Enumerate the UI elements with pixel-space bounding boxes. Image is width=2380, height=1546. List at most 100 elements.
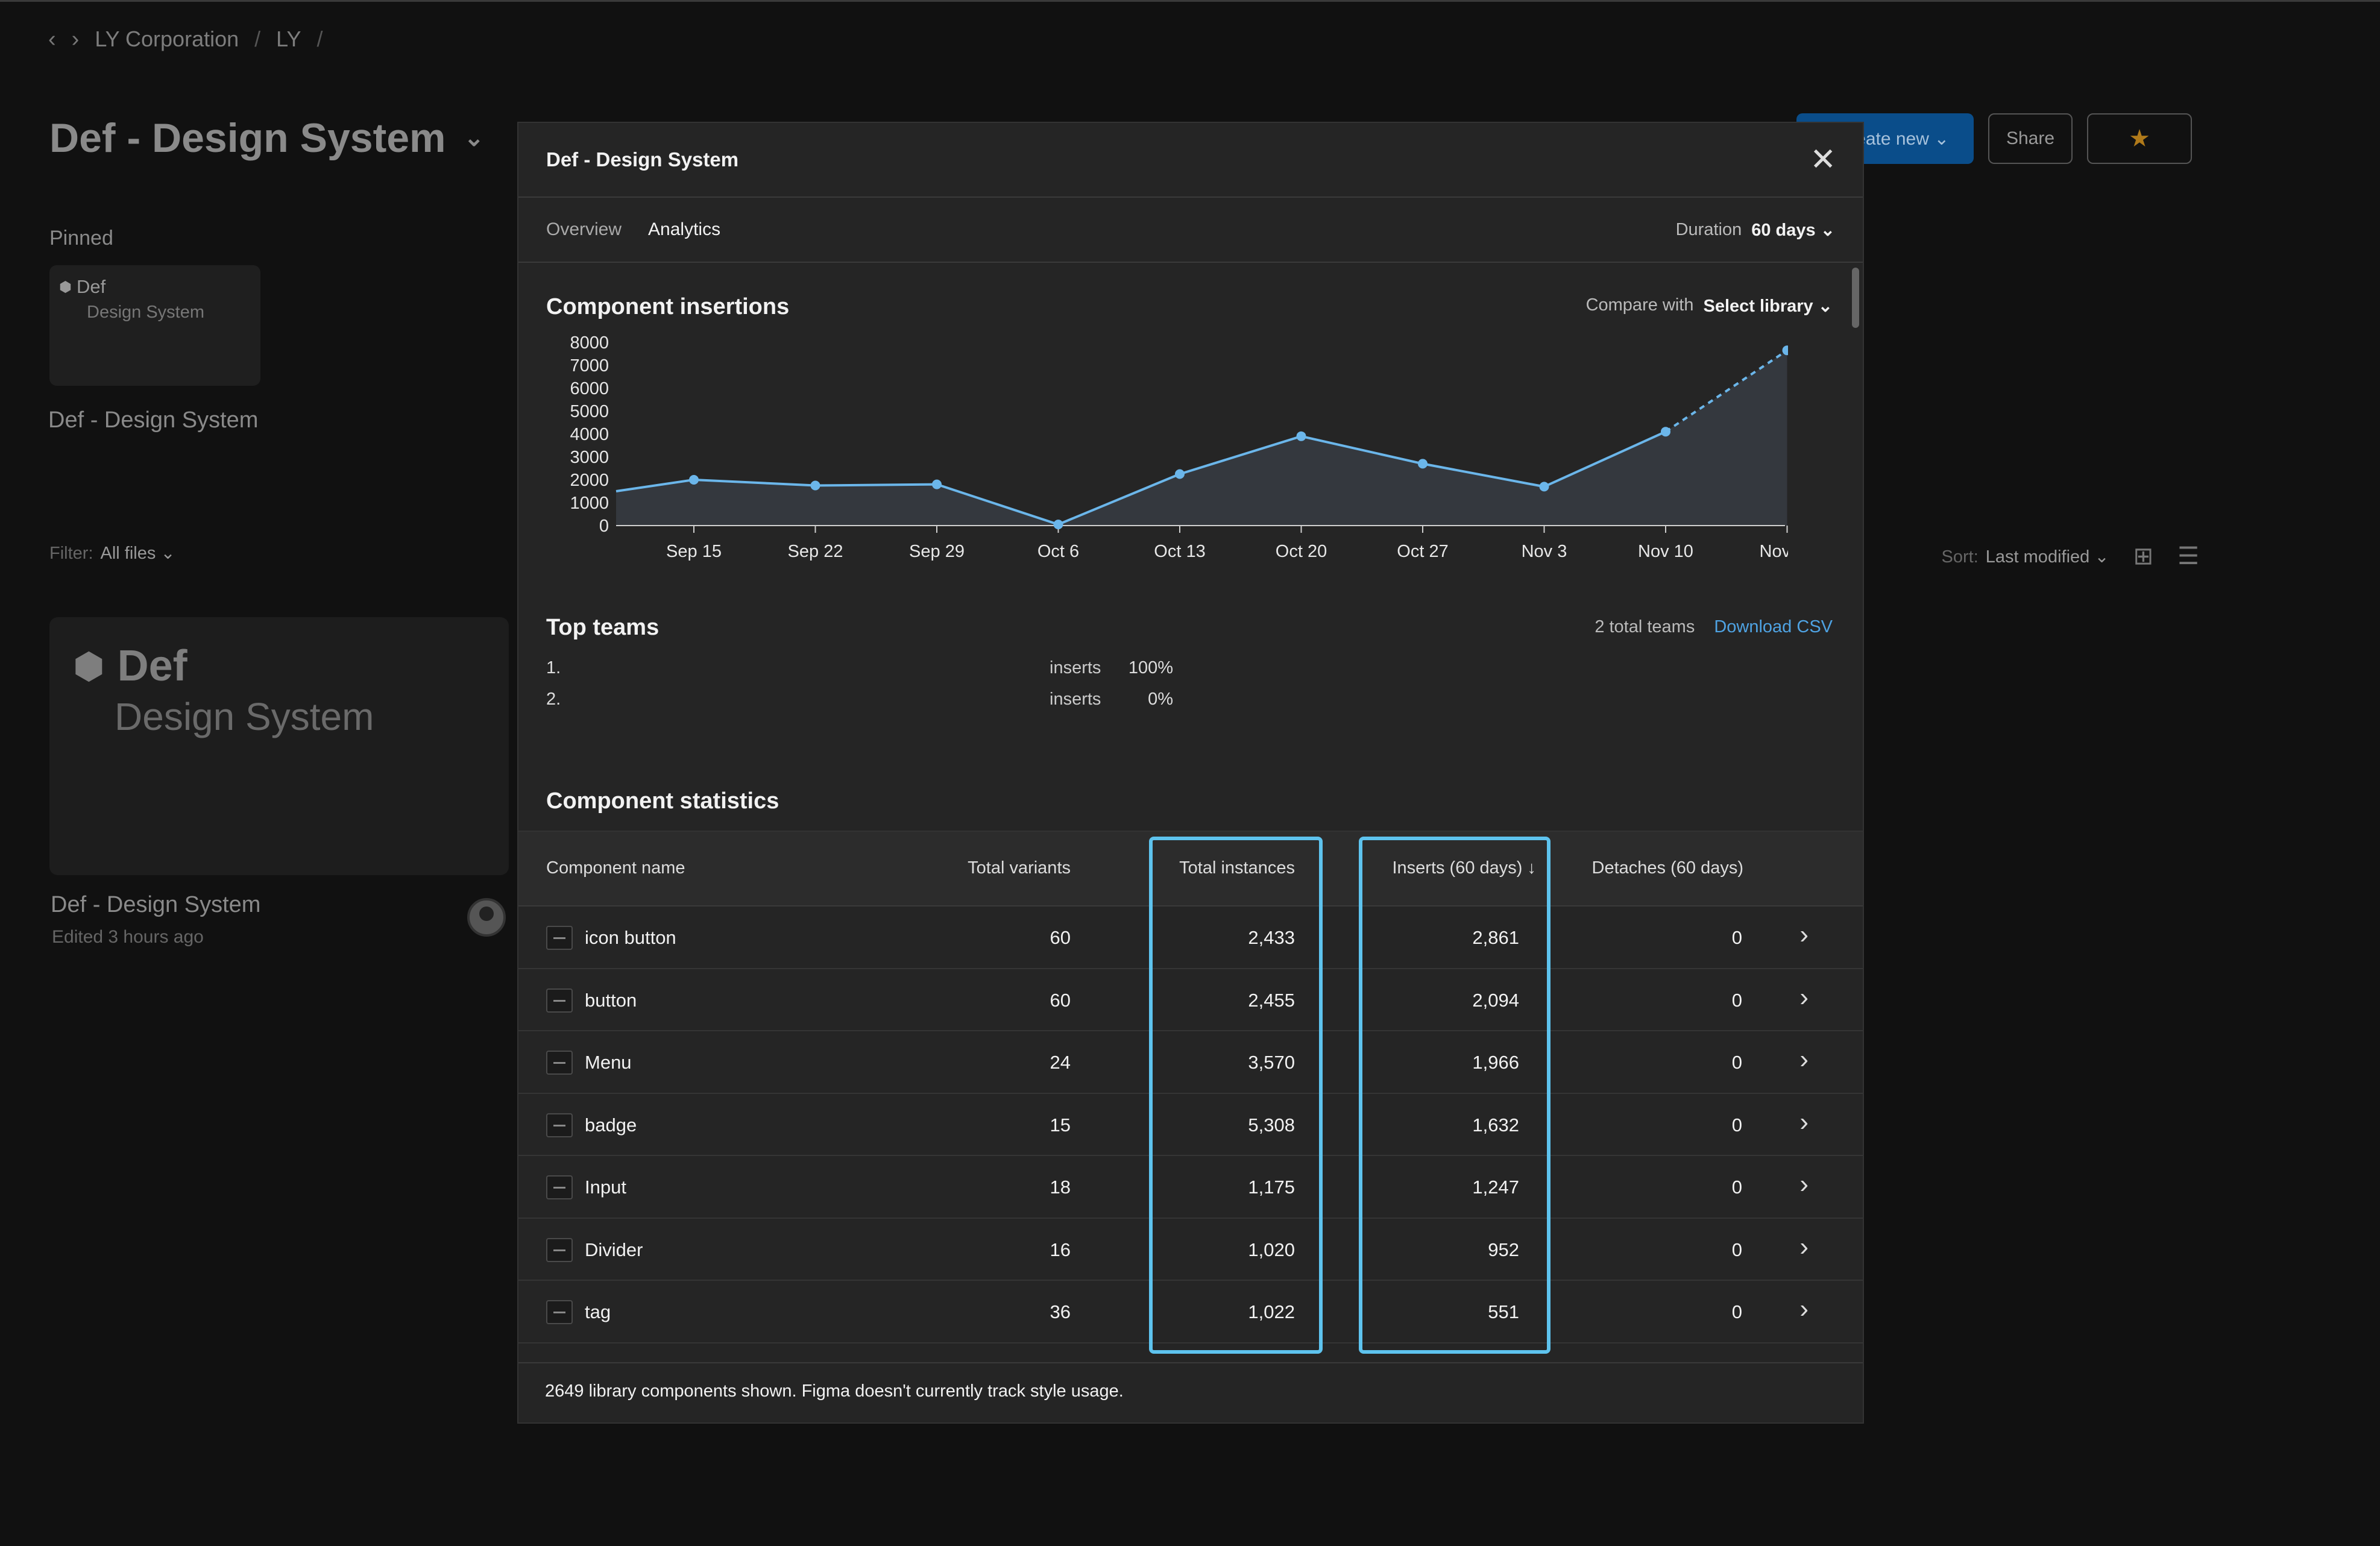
table-row[interactable]: badge 15 5,308 1,632 0 › (518, 1094, 1863, 1156)
back-arrow-icon[interactable]: ‹ (48, 26, 56, 52)
modal-tabs: Overview Analytics Duration 60 days ⌄ (518, 198, 1863, 263)
pinned-file-name[interactable]: Def - Design System (48, 407, 259, 433)
chart-data-point (1053, 520, 1063, 530)
sort-label: Sort: (1941, 547, 1979, 567)
tab-analytics[interactable]: Analytics (648, 219, 721, 239)
filter-value[interactable]: All files ⌄ (100, 544, 175, 563)
detaches: 0 (1731, 1114, 1742, 1136)
total-variants: 24 (1050, 1052, 1071, 1073)
pinned-file-card[interactable]: ⬢ Def Design System (49, 265, 260, 386)
chart-y-tick-label: 4000 (570, 425, 609, 444)
forward-arrow-icon[interactable]: › (71, 26, 80, 52)
compare-value[interactable]: Select library ⌄ (1703, 297, 1833, 316)
inserts: 551 (1488, 1301, 1519, 1322)
detaches: 0 (1731, 1052, 1742, 1073)
detaches: 0 (1731, 1239, 1742, 1260)
component-name: Input (585, 1177, 626, 1198)
star-icon[interactable]: ★ (2087, 113, 2192, 164)
share-button[interactable]: Share (1988, 113, 2073, 164)
total-instances: 3,570 (1248, 1052, 1295, 1073)
table-row[interactable]: icon button 60 2,433 2,861 0 › (518, 907, 1863, 969)
component-name: icon button (585, 927, 676, 948)
download-csv-link[interactable]: Download CSV (1714, 617, 1833, 636)
breadcrumb-separator: / (254, 27, 261, 51)
chart-x-tick-label: Oct 27 (1397, 542, 1448, 561)
chevron-right-icon[interactable]: › (1799, 1231, 1809, 1262)
inserts: 2,094 (1472, 989, 1519, 1011)
chart-x-tick-label: Sep 22 (788, 542, 843, 561)
team-row: 2. inserts 0% (546, 690, 1173, 714)
component-thumbnail (546, 1300, 573, 1324)
duration-label: Duration (1675, 219, 1742, 239)
chart-data-point (810, 480, 820, 491)
file-card-subtitle: Design System (115, 695, 374, 738)
component-thumbnail (546, 926, 573, 950)
sort-control[interactable]: Sort: Last modified ⌄ (1942, 546, 2109, 567)
breadcrumb: ‹ › LY Corporation / LY / (48, 24, 323, 54)
tab-overview[interactable]: Overview (546, 219, 622, 239)
chart-x-tick-label: Oct 13 (1154, 542, 1205, 561)
column-inserts[interactable]: Inserts (60 days) ↓ (1392, 858, 1536, 878)
page-title[interactable]: Def - Design System ⌄ (49, 115, 484, 162)
breadcrumb-org[interactable]: LY Corporation (95, 27, 239, 51)
total-instances: 1,020 (1248, 1239, 1295, 1260)
scrollbar[interactable] (1852, 268, 1859, 328)
list-view-icon[interactable]: ☰ (2177, 543, 2199, 570)
component-name: tag (585, 1301, 611, 1322)
close-icon[interactable]: ✕ (1810, 142, 1836, 177)
column-component-name[interactable]: Component name (546, 858, 685, 878)
chart-data-point (689, 475, 699, 485)
chevron-right-icon[interactable]: › (1799, 1294, 1809, 1324)
duration-value[interactable]: 60 days ⌄ (1751, 220, 1835, 240)
sort-value[interactable]: Last modified ⌄ (1985, 547, 2109, 567)
table-row[interactable]: Input 18 1,175 1,247 0 › (518, 1156, 1863, 1219)
chart-data-point (1539, 482, 1549, 492)
file-name[interactable]: Def - Design System (51, 892, 261, 917)
top-teams-title: Top teams (546, 615, 660, 640)
teams-meta: 2 total teams Download CSV (1595, 617, 1833, 637)
inserts: 1,632 (1472, 1114, 1519, 1136)
compare-library-selector[interactable]: Compare with Select library ⌄ (1586, 295, 1833, 316)
modal-header: Def - Design System ✕ (518, 123, 1863, 198)
chart-y-tick-label: 1000 (570, 494, 609, 513)
table-row[interactable]: Menu 24 3,570 1,966 0 › (518, 1031, 1863, 1094)
total-instances: 1,022 (1248, 1301, 1295, 1322)
file-thumbnail-card[interactable]: ⬢ Def Design System (49, 617, 509, 875)
filter-control[interactable]: Filter: All files ⌄ (49, 542, 175, 564)
chart-data-point (1661, 427, 1670, 437)
chevron-down-icon[interactable]: ⌄ (464, 125, 485, 151)
pinned-card-title: Def (76, 276, 106, 297)
inserts: 1,966 (1472, 1052, 1519, 1073)
chevron-right-icon[interactable]: › (1799, 1107, 1809, 1137)
component-thumbnail (546, 1051, 573, 1075)
component-thumbnail (546, 1237, 573, 1262)
total-variants: 18 (1050, 1177, 1071, 1198)
chevron-right-icon[interactable]: › (1799, 1169, 1809, 1199)
avatar[interactable] (467, 898, 506, 937)
column-detaches[interactable]: Detaches (60 days) (1591, 858, 1743, 878)
window-top-edge (0, 0, 2380, 2)
insertions-title: Component insertions (546, 294, 790, 319)
chart-data-point (1782, 345, 1788, 356)
component-statistics-table: Component name Total variants Total inst… (518, 831, 1863, 1354)
component-name: Divider (585, 1239, 643, 1260)
column-total-instances[interactable]: Total instances (1179, 858, 1295, 878)
table-row[interactable]: button 60 2,455 2,094 0 › (518, 969, 1863, 1031)
total-instances: 2,433 (1248, 927, 1295, 948)
chevron-right-icon[interactable]: › (1799, 1045, 1809, 1074)
duration-selector[interactable]: Duration 60 days ⌄ (1676, 219, 1835, 240)
chart-x-tick-label: Sep 15 (666, 542, 722, 561)
table-row[interactable]: Divider 16 1,020 952 0 › (518, 1219, 1863, 1281)
total-instances: 1,175 (1248, 1177, 1295, 1198)
table-row[interactable]: tag 36 1,022 551 0 › (518, 1281, 1863, 1343)
component-hex-icon: ⬢ (59, 278, 72, 295)
chevron-right-icon[interactable]: › (1799, 920, 1809, 949)
detaches: 0 (1731, 1177, 1742, 1198)
column-total-variants[interactable]: Total variants (968, 858, 1071, 878)
chevron-right-icon[interactable]: › (1799, 982, 1809, 1012)
component-hex-icon: ⬢ (74, 647, 104, 686)
total-variants: 16 (1050, 1239, 1071, 1260)
chart-y-tick-label: 0 (599, 517, 609, 536)
grid-view-icon[interactable]: ⊞ (2133, 543, 2154, 570)
breadcrumb-team[interactable]: LY (276, 27, 301, 51)
